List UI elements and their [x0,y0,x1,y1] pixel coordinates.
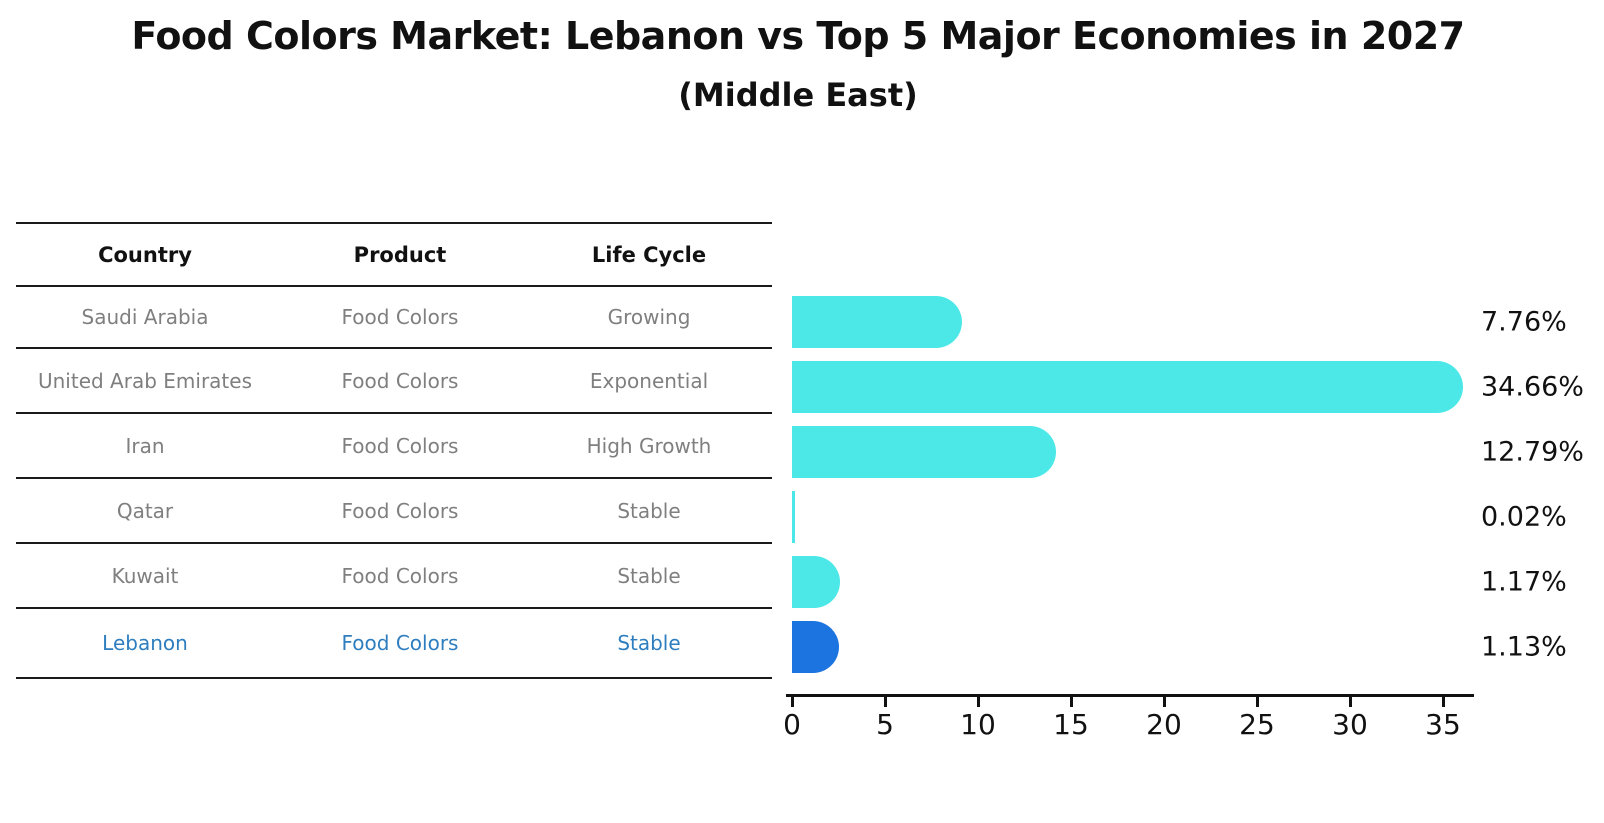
chart-subtitle: (Middle East) [678,76,918,114]
bar-lebanon [792,621,840,673]
bar-qatar [792,491,795,543]
x-axis-tick-label: 30 [1332,708,1368,741]
bar-value-label: 34.66% [1481,371,1584,403]
bar-value-label: 12.79% [1481,436,1584,468]
table-row: Iran Food Colors High Growth [16,414,772,479]
table-cell: Stable [617,498,681,523]
table-cell: Growing [607,305,691,329]
x-axis-tick [1348,694,1352,707]
x-axis-tick-label: 5 [876,708,894,741]
table-cell: Food Colors [341,305,459,329]
x-axis-line [786,694,1474,697]
table-row: Kuwait Food Colors Stable [16,544,772,609]
x-axis-tick-label: 10 [960,708,996,741]
table-header-row: Country Product Life Cycle [16,224,772,287]
x-axis-tick [1069,694,1073,707]
bar-kuwait [792,556,840,608]
table-cell: Kuwait [111,563,179,588]
table-header-cell: Product [353,242,447,267]
table-cell: Food Colors [341,433,459,458]
table-cell: Exponential [589,368,709,393]
x-axis-tick [790,694,794,707]
table-row: Qatar Food Colors Stable [16,479,772,544]
table-row: Saudi Arabia Food Colors Growing [16,287,772,349]
table-cell: Stable [617,631,681,655]
bar-united-arab-emirates [792,361,1463,413]
table-cell: Lebanon [102,631,188,655]
table-cell: United Arab Emirates [37,368,252,393]
table-cell: Food Colors [341,368,459,393]
x-axis-tick [1255,694,1259,707]
x-axis-tick [976,694,980,707]
table-row: United Arab Emirates Food Colors Exponenti… [16,349,772,414]
table-cell: High Growth [586,433,712,458]
table-cell: Iran [125,433,165,458]
table-cell: Food Colors [341,498,459,523]
x-axis-tick-label: 0 [783,708,801,741]
x-axis-tick [1162,694,1166,707]
x-axis-tick [1441,694,1445,707]
bar-value-label: 0.02% [1481,501,1567,533]
table-header-cell: Life Cycle [591,242,707,267]
bar-value-label: 7.76% [1481,306,1567,338]
x-axis-tick-label: 25 [1239,708,1275,741]
table-cell: Saudi Arabia [81,305,209,329]
bar-value-label: 1.17% [1481,566,1567,598]
table-row: Lebanon Food Colors Stable [16,609,772,679]
bar-iran [792,426,1056,478]
table-cell: Stable [617,563,681,588]
x-axis-tick-label: 20 [1146,708,1182,741]
table-cell: Food Colors [341,631,459,655]
x-axis-tick-label: 15 [1053,708,1089,741]
table-header-cell: Country [98,242,192,267]
table-cell: Qatar [116,498,174,523]
table-cell: Food Colors [341,563,459,588]
bar-saudi-arabia [792,296,963,348]
x-axis-tick [883,694,887,707]
bar-value-label: 1.13% [1481,631,1567,663]
chart-title: Food Colors Market: Lebanon vs Top 5 Maj… [131,14,1465,58]
country-table: Country Product Life Cycle Saudi Arabia Food… [16,222,772,679]
x-axis-tick-label: 35 [1425,708,1461,741]
